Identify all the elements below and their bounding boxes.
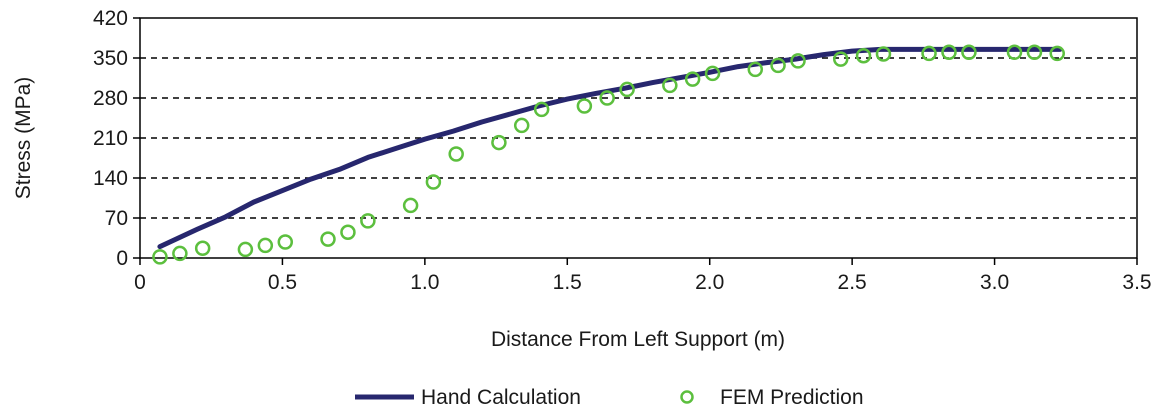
fem-prediction-point: [320, 231, 336, 247]
x-tick-label: 3.5: [1122, 271, 1151, 294]
fem-prediction-point: [619, 81, 635, 98]
y-axis-label: Stress (MPa): [12, 77, 35, 200]
fem-prediction-point: [790, 53, 806, 69]
y-tick-label: 140: [93, 167, 128, 190]
x-tick-label: 0: [134, 271, 146, 294]
x-tick-label: 2.0: [695, 271, 724, 294]
fem-prediction-point: [152, 249, 168, 265]
series-layer: [152, 44, 1065, 265]
fem-prediction-point: [704, 65, 721, 82]
x-axis-label: Distance From Left Support (m): [491, 328, 785, 351]
fem-prediction-point: [257, 237, 274, 254]
fem-prediction-point: [402, 197, 419, 214]
fem-prediction-point: [961, 44, 977, 61]
legend-label-hand-calculation: Hand Calculation: [421, 386, 581, 409]
x-axis-ticks: 0 0.5 1.0 1.5 2.0 2.5 3.0 3.5: [134, 258, 1152, 294]
fem-prediction-point: [360, 213, 376, 229]
fem-prediction-point: [237, 241, 254, 258]
x-tick-label: 1.5: [553, 271, 582, 294]
fem-prediction-point: [533, 101, 550, 118]
y-tick-label: 70: [105, 207, 128, 230]
y-tick-label: 210: [93, 127, 128, 150]
fem-prediction-point: [770, 57, 786, 74]
fem-prediction-point: [684, 71, 701, 87]
fem-prediction-point: [277, 234, 294, 250]
fem-prediction-point: [172, 245, 188, 262]
fem-prediction-point: [1026, 44, 1043, 61]
fem-prediction-point: [832, 51, 849, 67]
x-tick-label: 0.5: [268, 271, 297, 294]
x-tick-label: 3.0: [980, 271, 1009, 294]
legend-circle-marker: [680, 390, 694, 404]
fem-prediction-point: [194, 240, 211, 257]
y-tick-label: 420: [93, 7, 128, 30]
fem-prediction-point: [491, 134, 507, 151]
fem-prediction-point: [941, 44, 957, 61]
fem-prediction-point: [747, 61, 764, 78]
fem-prediction-point: [1006, 44, 1023, 61]
fem-prediction-point: [340, 224, 356, 241]
legend-label-fem-prediction: FEM Prediction: [720, 386, 864, 409]
y-tick-label: 0: [116, 247, 128, 270]
fem-prediction-point: [513, 117, 530, 134]
fem-prediction-point: [599, 90, 615, 106]
gridlines: [140, 57, 1137, 219]
fem-prediction-point: [855, 47, 872, 64]
fem-prediction-point: [662, 77, 678, 94]
fem-prediction-point: [448, 146, 464, 162]
y-tick-label: 280: [93, 87, 128, 110]
fem-prediction-point: [576, 98, 593, 114]
fem-prediction-point: [425, 174, 442, 190]
y-tick-label: 350: [93, 47, 128, 70]
fem-prediction-point: [1049, 45, 1065, 62]
legend: Hand Calculation FEM Prediction: [355, 386, 864, 409]
x-tick-label: 2.5: [838, 271, 867, 294]
fem-prediction-point: [875, 46, 892, 62]
y-axis-ticks: 0 70 140 210 280 350 420: [93, 7, 140, 270]
x-tick-label: 1.0: [410, 271, 439, 294]
fem-prediction-point: [921, 45, 937, 62]
series-line-hand-calculation: [157, 46, 1063, 250]
